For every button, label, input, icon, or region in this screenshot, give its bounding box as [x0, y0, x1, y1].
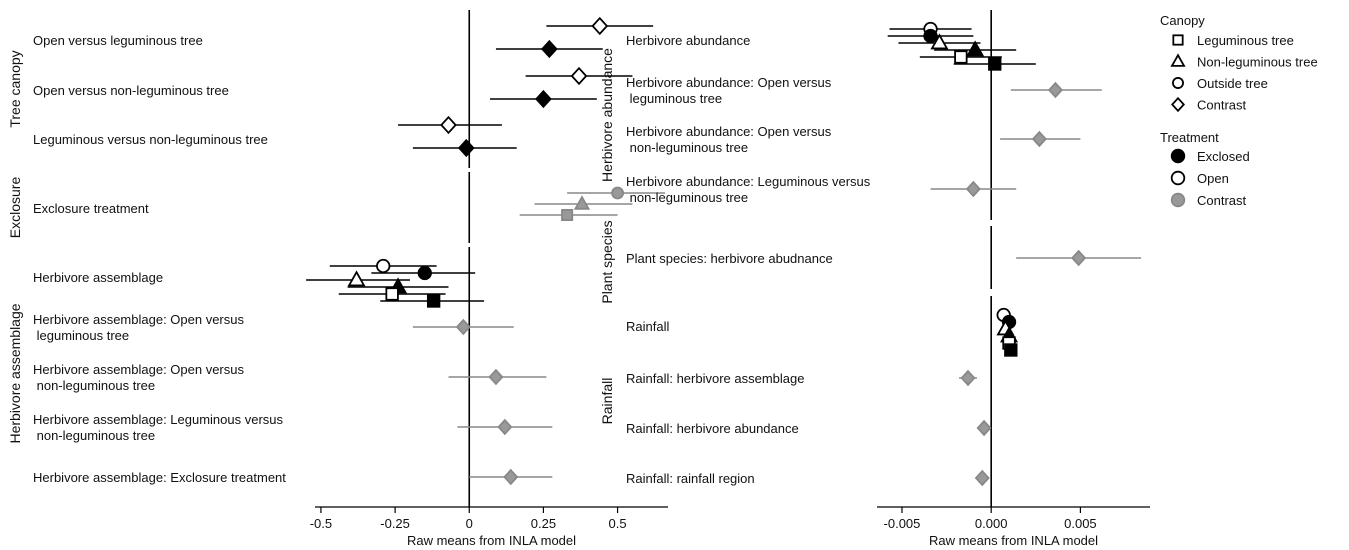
point-marker	[426, 294, 441, 308]
group-label: Herbivore assemblage	[7, 303, 23, 443]
group-label: Exclosure	[7, 177, 23, 239]
row-label: leguminous tree	[33, 328, 129, 343]
point-marker	[976, 419, 992, 437]
point-marker	[965, 180, 981, 198]
legend-title-treatment: Treatment	[1160, 130, 1219, 145]
legend-label: Contrast	[1197, 98, 1247, 113]
group-label: Plant species	[599, 220, 615, 303]
row-label: Herbivore assemblage: Open versus	[33, 362, 244, 377]
point-marker	[1031, 130, 1047, 148]
group-label: Rainfall	[599, 378, 615, 425]
row-label: Herbivore assemblage	[33, 270, 163, 285]
legend-title-canopy: Canopy	[1160, 13, 1205, 28]
row-label: Herbivore abundance: Leguminous versus	[626, 174, 871, 189]
legend-marker-triangle	[1170, 53, 1186, 67]
point-marker	[376, 258, 391, 274]
legend-label: Open	[1197, 171, 1229, 186]
legend-marker-exclosed	[1170, 148, 1186, 164]
point-marker	[974, 469, 990, 487]
point-marker	[540, 39, 558, 59]
row-label: Herbivore abundance: Open versus	[626, 75, 832, 90]
group-label: Tree canopy	[7, 50, 23, 127]
x-tick-label: 0.000	[975, 516, 1008, 531]
x-axis-title: Raw means from INLA model	[929, 533, 1098, 548]
point-marker	[497, 418, 513, 436]
legend: Canopy Leguminous tree Non-leguminous tree…	[1160, 13, 1318, 208]
point-marker	[488, 368, 504, 386]
point-marker	[570, 66, 588, 86]
legend-label: Non-leguminous tree	[1197, 55, 1318, 70]
legend-marker-square	[1172, 34, 1184, 46]
legend-marker-contrast	[1170, 192, 1186, 208]
legend-marker-diamond	[1171, 96, 1185, 113]
row-label: Open versus leguminous tree	[33, 33, 203, 48]
x-tick-label: 0.5	[609, 516, 627, 531]
x-tick-label: 0.005	[1064, 516, 1097, 531]
x-tick-label: -0.5	[310, 516, 332, 531]
row-label: Rainfall	[626, 319, 669, 334]
x-tick-label: -0.25	[380, 516, 410, 531]
x-axis-title: Raw means from INLA model	[407, 533, 576, 548]
forest-panel-1: -0.5 -0.25 0 0.25 0.5 Raw means from INLA mod…	[7, 10, 668, 548]
row-label: Plant species: herbivore abudnance	[626, 251, 833, 266]
row-label: Herbivore assemblage: Exclosure treatmen…	[33, 470, 286, 485]
row-label: Open versus non-leguminous tree	[33, 83, 229, 98]
legend-label: Leguminous tree	[1197, 33, 1294, 48]
point-marker	[611, 186, 624, 200]
row-label: Rainfall: rainfall region	[626, 471, 755, 486]
point-marker	[440, 115, 457, 135]
point-marker	[347, 270, 366, 287]
point-marker	[457, 138, 475, 158]
point-marker	[1004, 343, 1018, 357]
point-marker	[960, 369, 976, 387]
point-marker	[966, 40, 985, 57]
point-marker	[535, 89, 552, 109]
legend-label: Exclosed	[1197, 149, 1250, 164]
legend-marker-open	[1170, 170, 1186, 186]
row-label: Rainfall: herbivore abundance	[626, 421, 799, 436]
x-tick-label: -0.005	[884, 516, 921, 531]
row-label: leguminous tree	[626, 91, 722, 106]
legend-label: Outside tree	[1197, 76, 1268, 91]
point-marker	[930, 33, 949, 50]
point-marker	[1047, 81, 1063, 99]
row-label: Exclosure treatment	[33, 201, 149, 216]
row-label: non-leguminous tree	[626, 140, 748, 155]
row-label: Herbivore assemblage: Open versus	[33, 312, 244, 327]
x-tick-label: 0	[466, 516, 473, 531]
point-marker	[1071, 249, 1087, 267]
point-marker	[988, 57, 1002, 71]
legend-marker-circle	[1172, 77, 1184, 89]
point-marker	[561, 208, 574, 221]
row-label: Herbivore abundance: Open versus	[626, 124, 832, 139]
point-marker	[385, 287, 399, 301]
row-label: non-leguminous tree	[626, 190, 748, 205]
row-label: Herbivore assemblage: Leguminous versus	[33, 412, 284, 427]
point-marker	[417, 265, 432, 281]
point-marker	[591, 16, 609, 36]
row-label: non-leguminous tree	[33, 378, 155, 393]
row-label: Rainfall: herbivore assemblage	[626, 371, 804, 386]
point-marker	[573, 195, 591, 210]
row-label: Leguminous versus non-leguminous tree	[33, 132, 268, 147]
point-marker	[923, 28, 938, 44]
forest-panel-2: -0.005 0.000 0.005 Raw means from INLA mode…	[599, 10, 1150, 548]
row-label: Herbivore abundance	[626, 33, 750, 48]
x-tick-label: 0.25	[531, 516, 556, 531]
legend-label: Contrast	[1197, 193, 1247, 208]
group-label: Herbivore abundance	[599, 48, 615, 182]
point-marker	[954, 50, 968, 64]
point-marker	[455, 318, 471, 336]
row-label: non-leguminous tree	[33, 428, 155, 443]
point-marker	[503, 468, 519, 486]
